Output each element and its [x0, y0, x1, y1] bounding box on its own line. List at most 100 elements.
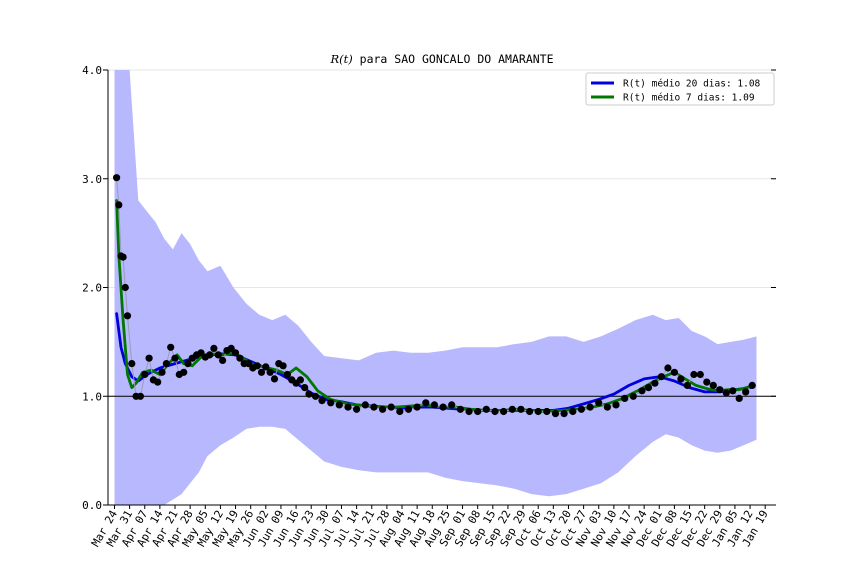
ytick-label-0: 0.0 [82, 499, 102, 512]
data-point [253, 362, 261, 370]
data-point [683, 381, 692, 389]
data-point [595, 399, 603, 407]
data-point [500, 407, 508, 416]
data-point [379, 405, 387, 413]
data-point [262, 363, 270, 371]
data-point [296, 376, 304, 384]
data-point [219, 356, 227, 364]
data-point [703, 378, 711, 386]
data-point [722, 389, 730, 397]
data-point [171, 354, 179, 362]
data-point [729, 387, 737, 395]
data-point [327, 399, 335, 407]
data-point [162, 360, 170, 368]
data-point [305, 390, 313, 398]
data-point [227, 344, 235, 352]
data-point [318, 397, 326, 405]
data-point [311, 392, 320, 400]
data-point [283, 370, 291, 379]
data-point [638, 387, 646, 395]
data-point [121, 283, 129, 292]
data-point [448, 401, 456, 409]
data-point [123, 312, 132, 320]
data-point [430, 401, 438, 409]
data-point [612, 401, 620, 409]
data-point [474, 407, 482, 416]
data-point [526, 407, 534, 416]
data-point [214, 351, 222, 359]
legend-label-0: R(t) médio 20 dias: 1.08 [623, 79, 761, 90]
data-point [279, 362, 287, 370]
data-point [569, 407, 577, 416]
data-point [231, 349, 240, 357]
data-point [396, 407, 404, 416]
data-point [145, 354, 153, 362]
data-point [690, 370, 698, 379]
data-point [113, 174, 121, 182]
chart-title: R(t) para SAO GONCALO DO AMARANTE [329, 52, 553, 66]
data-point [742, 388, 750, 396]
data-point [664, 364, 672, 372]
data-point [270, 375, 279, 383]
data-point [422, 399, 430, 407]
data-point [517, 405, 525, 413]
data-point [482, 405, 490, 413]
data-point [716, 386, 724, 394]
data-point [335, 401, 343, 409]
data-point [344, 403, 352, 411]
data-point [735, 394, 743, 402]
legend-box [585, 72, 775, 106]
data-point [158, 368, 166, 376]
data-point [709, 381, 717, 389]
data-point [543, 407, 551, 416]
data-point [577, 405, 586, 413]
data-point [603, 403, 612, 411]
data-point [154, 378, 162, 386]
data-point [748, 381, 756, 389]
data-point [184, 360, 192, 368]
ytick-label-1: 1.0 [82, 390, 102, 403]
data-point [236, 354, 244, 362]
data-point [456, 405, 464, 413]
data-point [206, 351, 214, 359]
data-point [257, 368, 266, 376]
data-point [508, 405, 516, 413]
data-point [534, 407, 542, 416]
data-point [141, 370, 149, 379]
data-point [128, 360, 136, 368]
data-point [115, 201, 123, 209]
data-point [353, 405, 361, 413]
data-point [629, 392, 637, 400]
data-point [651, 379, 659, 387]
data-point [266, 368, 274, 376]
data-point [465, 407, 473, 416]
ytick-label-4: 4.0 [82, 64, 102, 77]
data-point [644, 384, 653, 392]
data-point [677, 375, 685, 383]
data-point [560, 410, 568, 418]
ytick-label-2: 2.0 [82, 282, 102, 295]
legend: R(t) médio 20 dias: 1.08 R(t) médio 7 dia… [585, 72, 775, 106]
data-point [387, 403, 395, 411]
legend-label-1: R(t) médio 7 dias: 1.09 [623, 93, 755, 104]
data-point [180, 368, 188, 376]
data-point [657, 373, 666, 381]
data-point [210, 344, 218, 352]
data-point [404, 405, 413, 413]
data-point [439, 403, 447, 411]
data-point [301, 384, 309, 392]
data-point [167, 343, 175, 351]
daily-points-layer [113, 174, 756, 418]
data-point [136, 392, 144, 400]
data-point [361, 401, 369, 409]
ytick-label-3: 3.0 [82, 173, 102, 186]
data-point [370, 403, 378, 411]
data-point [670, 368, 679, 376]
data-point [491, 407, 499, 416]
data-point [244, 360, 253, 368]
data-point [696, 370, 704, 379]
data-point [586, 403, 594, 411]
data-point [413, 403, 421, 411]
